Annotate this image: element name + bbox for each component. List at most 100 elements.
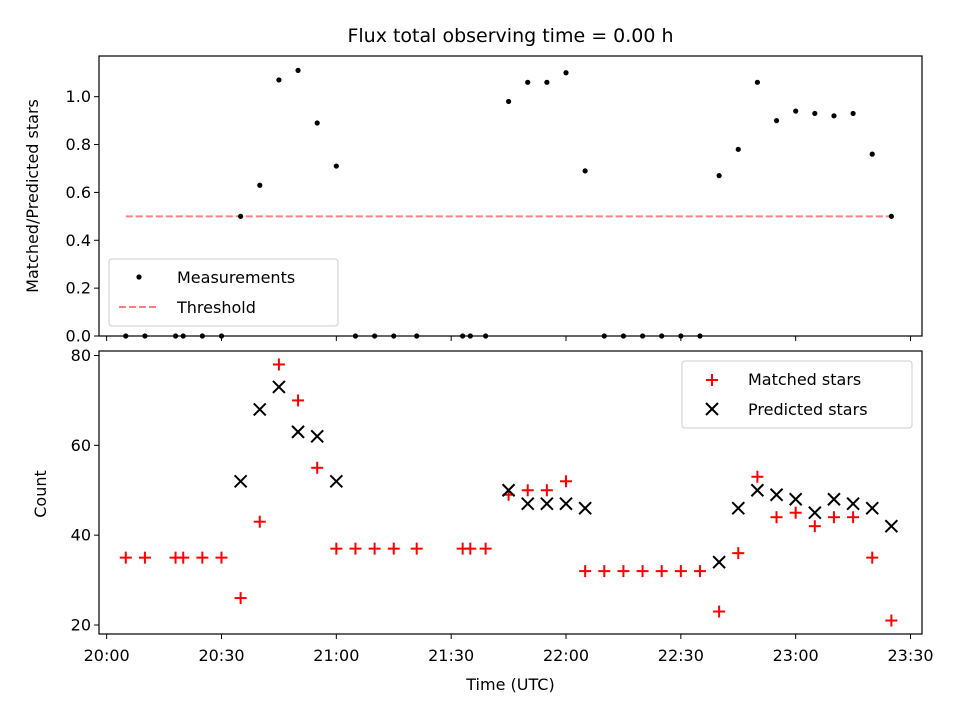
matched-star-point [464, 542, 477, 555]
predicted-star-point [578, 501, 592, 515]
top-ytick-label: 0.6 [66, 183, 91, 202]
matched-star-point [770, 511, 783, 524]
predicted-star-point [884, 519, 899, 533]
top-ytick-label: 0.2 [66, 279, 91, 298]
matched-star-point [713, 605, 726, 618]
predicted-star-point [540, 497, 554, 511]
predicted-star-point [291, 425, 305, 439]
matched-star-point [272, 358, 285, 371]
measurement-point [505, 98, 512, 105]
top-ytick-label: 1.0 [66, 87, 91, 106]
matched-star-point [693, 565, 706, 578]
xtick-label: 22:00 [543, 646, 589, 665]
matched-star-point [196, 551, 209, 564]
predicted-star-point [559, 497, 573, 511]
measurement-point [276, 77, 282, 83]
matched-star-point [560, 475, 573, 488]
measurement-point [582, 168, 588, 174]
xtick-label: 22:30 [658, 646, 704, 665]
matched-star-point [410, 542, 423, 555]
predicted-star-point [501, 483, 516, 497]
matched-star-point [655, 565, 668, 578]
predicted-star-point [731, 501, 745, 515]
matched-star-point [479, 542, 492, 555]
predicted-star-point [329, 474, 344, 488]
measurement-point [850, 110, 856, 117]
measurement-point [735, 146, 741, 152]
predicted-star-point [827, 492, 841, 506]
top-ytick-label: 0.4 [66, 231, 91, 250]
predicted-star-point [233, 474, 248, 488]
matched-star-point [808, 520, 821, 533]
legend-measurements-marker [136, 274, 142, 280]
measurement-point [314, 120, 320, 126]
predicted-star-point [865, 501, 879, 515]
matched-star-point [311, 461, 324, 474]
measurement-point [525, 79, 531, 85]
predicted-star-point [521, 497, 535, 511]
matched-star-point [827, 511, 840, 524]
legend-predicted-marker [705, 402, 719, 416]
top-axes-frame [98, 55, 923, 337]
matched-star-point [521, 484, 534, 497]
bottom-axes-frame [98, 350, 923, 635]
matched-star-point [617, 565, 630, 578]
matched-star-point [330, 542, 343, 555]
matched-star-point [598, 565, 611, 578]
matched-star-point [253, 515, 266, 528]
measurement-point [888, 213, 894, 219]
measurement-point [238, 213, 244, 219]
matched-star-point [119, 551, 132, 564]
bottom-legend: Matched stars Predicted stars [681, 360, 913, 429]
xtick-label: 23:00 [773, 646, 819, 665]
measurement-point [295, 67, 301, 73]
top-panel: 0.0 0.2 0.4 0.6 0.8 1.0 Matched/Predicted sta… [23, 55, 923, 346]
matched-star-point [579, 565, 592, 578]
legend-threshold-label: Threshold [176, 298, 256, 317]
predicted-star-point [788, 492, 803, 506]
top-ytick-label: 0.0 [66, 327, 91, 346]
xtick-label: 20:00 [84, 646, 130, 665]
predicted-star-point [846, 497, 860, 511]
measurement-point [544, 79, 550, 85]
matched-star-point [732, 547, 745, 560]
matched-star-point [234, 592, 247, 605]
matched-star-point [138, 551, 151, 564]
measurement-point [773, 118, 780, 124]
top-ytick-label: 0.8 [66, 135, 91, 154]
matched-star-point [847, 511, 860, 524]
measurement-point [333, 163, 339, 169]
measurement-point [716, 173, 722, 179]
predicted-star-point [253, 402, 267, 417]
predicted-star-point [769, 488, 784, 502]
predicted-star-point [750, 483, 765, 497]
xtick-label: 20:30 [198, 646, 244, 665]
legend-matched-label: Matched stars [748, 370, 861, 389]
xtick-label: 23:30 [887, 646, 933, 665]
bottom-y-axis-label: Count [31, 470, 50, 518]
bottom-ytick-label: 40 [71, 526, 91, 545]
measurement-point [257, 182, 263, 188]
predicted-star-point [808, 506, 822, 520]
chart-title: Flux total observing time = 0.00 h [347, 25, 673, 47]
legend-predicted-label: Predicted stars [748, 400, 868, 419]
xtick-label: 21:30 [428, 646, 474, 665]
predicted-star-point [272, 380, 286, 394]
matched-star-point [177, 551, 190, 564]
matched-star-point [368, 542, 381, 555]
legend-measurements-label: Measurements [177, 268, 295, 287]
matched-star-point [789, 506, 802, 519]
matched-star-point [540, 484, 553, 497]
matched-star-point [215, 551, 228, 564]
xtick-label: 21:00 [313, 646, 359, 665]
measurement-point [812, 110, 818, 117]
matched-star-point [636, 565, 649, 578]
matched-star-point [674, 565, 687, 578]
bottom-ytick-label: 20 [71, 616, 91, 635]
matched-star-point [866, 551, 879, 564]
matched-star-point [885, 614, 898, 627]
top-y-axis-label: Matched/Predicted stars [23, 99, 42, 293]
predicted-star-point [712, 555, 726, 569]
measurement-point [831, 113, 837, 119]
